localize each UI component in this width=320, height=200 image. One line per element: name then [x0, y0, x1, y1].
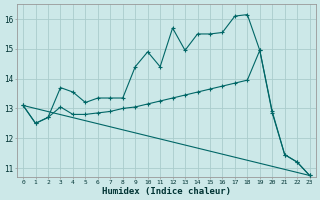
X-axis label: Humidex (Indice chaleur): Humidex (Indice chaleur) [102, 187, 231, 196]
